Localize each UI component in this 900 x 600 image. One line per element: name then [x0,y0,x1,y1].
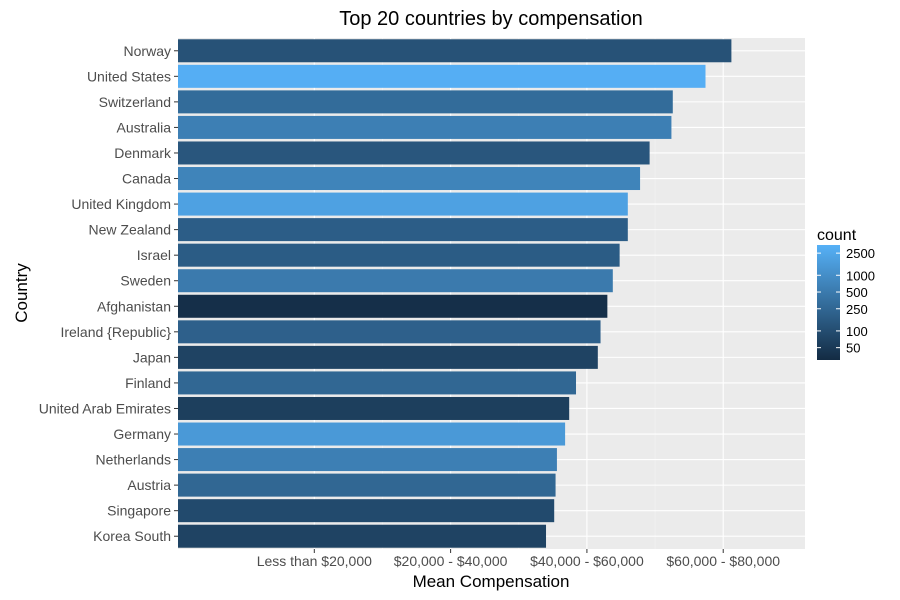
y-tick-label: Korea South [93,528,171,544]
y-tick-label: Finland [125,375,171,391]
legend-label: 500 [846,285,868,300]
bar [178,345,598,369]
x-tick-label: $20,000 - $40,000 [394,553,508,569]
y-tick-label: Japan [133,349,171,365]
bar [178,499,555,523]
y-tick-label: Australia [117,119,172,135]
bar [178,64,706,88]
bar [178,192,628,216]
bar [178,141,650,165]
x-tick-label: Less than $20,000 [257,553,372,569]
x-tick-label: $40,000 - $60,000 [530,553,644,569]
bar [178,115,672,139]
legend: count 2500 1000 500 250 100 50 [817,227,875,360]
y-tick-label: Germany [113,426,171,442]
y-tick-label: Austria [127,477,171,493]
bar [178,524,547,548]
bar [178,218,628,242]
y-axis: Norway United States Switzerland Australia D… [39,43,178,544]
x-axis-title: Mean Compensation [413,572,570,591]
bar [178,294,608,318]
y-tick-label: Sweden [120,273,171,289]
bar [178,422,566,446]
legend-colorbar [817,245,840,360]
y-tick-label: Netherlands [96,452,172,468]
chart-title: Top 20 countries by compensation [339,8,643,30]
bars [178,39,732,548]
bar [178,243,620,267]
bar [178,396,570,420]
y-tick-label: Switzerland [99,94,171,110]
bar [178,320,601,344]
x-axis: Less than $20,000 $20,000 - $40,000 $40,00… [257,549,780,569]
bar [178,90,673,114]
bar [178,167,641,191]
legend-label: 250 [846,302,868,317]
legend-title: count [817,227,857,244]
y-tick-label: Afghanistan [97,298,171,314]
y-tick-label: Denmark [114,145,172,161]
bar [178,269,613,293]
bar [178,448,557,472]
y-tick-label: United States [87,68,171,84]
bar [178,39,732,63]
y-tick-label: New Zealand [89,222,172,238]
legend-label: 50 [846,341,860,356]
y-tick-label: Ireland {Republic} [60,324,171,340]
bar [178,473,556,497]
y-tick-label: Singapore [107,503,171,519]
legend-label: 1000 [846,268,875,283]
bar [178,371,577,395]
legend-label: 2500 [846,246,875,261]
y-tick-label: United Kingdom [71,196,171,212]
plot-panel [178,38,805,549]
legend-label: 100 [846,324,868,339]
y-tick-label: United Arab Emirates [39,400,171,416]
y-tick-label: Canada [122,171,171,187]
y-tick-label: Israel [137,247,171,263]
y-tick-label: Norway [124,43,171,59]
x-tick-label: $60,000 - $80,000 [666,553,780,569]
y-axis-title: Country [12,263,31,323]
